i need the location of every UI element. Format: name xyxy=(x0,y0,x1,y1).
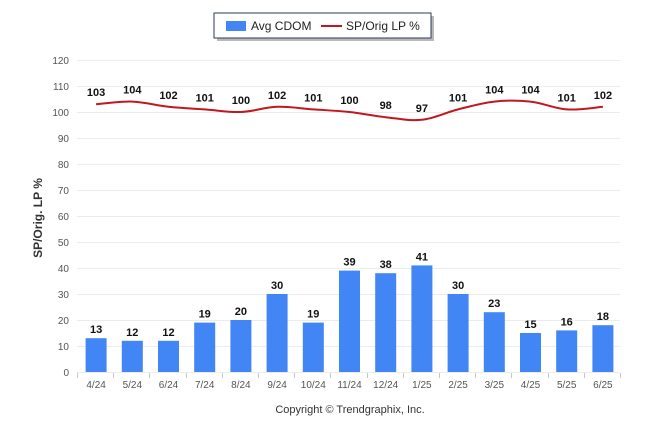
y-tick-label: 90 xyxy=(58,134,70,145)
line-data-label: 103 xyxy=(87,87,105,99)
x-tick-label: 1/25 xyxy=(412,380,432,391)
bar xyxy=(230,320,252,372)
x-tick-label: 11/24 xyxy=(337,380,362,391)
bar-data-label: 39 xyxy=(343,257,355,269)
legend-swatch-bar xyxy=(226,21,246,31)
bar xyxy=(158,340,179,372)
bar xyxy=(447,294,469,372)
bar xyxy=(339,270,360,372)
bar xyxy=(483,312,505,372)
bar-data-label: 12 xyxy=(162,327,174,339)
bar-data-label: 19 xyxy=(199,309,211,321)
x-tick-label: 2/25 xyxy=(448,380,468,391)
line-data-label: 104 xyxy=(485,85,504,97)
line-data-label: 102 xyxy=(594,90,612,102)
line-path xyxy=(96,99,603,122)
bar xyxy=(194,322,216,372)
bar-data-label: 13 xyxy=(90,324,102,336)
bar-data-label: 41 xyxy=(416,251,428,263)
line-data-label: 101 xyxy=(304,92,322,104)
y-tick-label: 110 xyxy=(53,82,69,93)
y-tick-labels: 0 10 20 30 40 50 60 70 80 90 100 110 120 xyxy=(52,56,69,379)
x-tick-label: 6/24 xyxy=(159,380,179,391)
line-data-label: 101 xyxy=(449,92,467,104)
x-tick-label: 7/24 xyxy=(195,380,215,391)
bar-data-label: 38 xyxy=(380,259,392,271)
line-data-label: 98 xyxy=(380,100,392,112)
y-tick-label: 40 xyxy=(58,264,70,275)
bar-data-label: 20 xyxy=(235,306,247,318)
line-data-label: 104 xyxy=(123,85,142,97)
x-tick-label: 8/24 xyxy=(231,380,251,391)
x-tick-label: 9/24 xyxy=(267,380,287,391)
y-tick-label: 100 xyxy=(52,108,69,119)
y-tick-label: 30 xyxy=(58,290,70,301)
bar xyxy=(520,333,541,372)
bar xyxy=(592,325,614,372)
bar xyxy=(302,322,324,372)
bar-series: 13 12 12 19 20 30 19 39 38 41 30 23 15 16 18 xyxy=(85,251,614,372)
x-tick-label: 10/24 xyxy=(301,380,326,391)
line-data-label: 101 xyxy=(196,92,214,104)
bar-data-label: 30 xyxy=(271,280,283,292)
copyright-footer: Copyright © Trendgraphix, Inc. xyxy=(275,404,424,416)
bar xyxy=(85,338,107,372)
line-data-label: 102 xyxy=(268,90,286,102)
legend: Avg CDOM SP/Orig LP % xyxy=(213,12,434,41)
line-data-label: 97 xyxy=(416,103,428,115)
y-tick-label: 20 xyxy=(58,316,70,327)
bar xyxy=(266,294,288,372)
bar-data-label: 19 xyxy=(307,309,319,321)
x-tick-labels: 4/24 5/24 6/24 7/24 8/24 9/24 10/24 11/24 12/24 1… xyxy=(77,373,621,391)
y-tick-label: 60 xyxy=(58,212,70,223)
bar xyxy=(375,273,397,372)
x-tick-label: 5/24 xyxy=(123,380,143,391)
bar xyxy=(121,340,143,372)
line-series: 103 104 102 101 100 102 101 100 98 97 101 104 104 101… xyxy=(87,85,612,122)
line-data-label: 102 xyxy=(159,90,177,102)
bar-data-label: 16 xyxy=(561,316,573,328)
y-tick-label: 120 xyxy=(52,56,69,67)
bar xyxy=(411,265,433,372)
line-data-label: 100 xyxy=(340,95,358,107)
legend-label-line: SP/Orig LP % xyxy=(346,19,420,33)
line-data-label: 104 xyxy=(521,85,540,97)
x-tick-label: 3/25 xyxy=(485,380,505,391)
bar-data-label: 18 xyxy=(597,311,609,323)
x-tick-label: 5/25 xyxy=(557,380,577,391)
bar-data-label: 23 xyxy=(488,298,500,310)
bar xyxy=(556,330,578,372)
x-tick-label: 12/24 xyxy=(373,380,398,391)
y-tick-label: 80 xyxy=(58,160,70,171)
y-tick-label: 50 xyxy=(58,238,70,249)
line-data-label: 100 xyxy=(232,95,250,107)
y-tick-label: 70 xyxy=(58,186,70,197)
y-tick-label: 10 xyxy=(58,342,70,353)
line-data-label: 101 xyxy=(558,92,576,104)
x-tick-label: 4/25 xyxy=(521,380,541,391)
legend-label-bar: Avg CDOM xyxy=(251,19,311,33)
x-tick-label: 6/25 xyxy=(593,380,613,391)
bar-data-label: 12 xyxy=(126,327,138,339)
bar-data-label: 30 xyxy=(452,280,464,292)
y-tick-label: 0 xyxy=(63,368,69,379)
y-axis-title: SP/Orig. LP % xyxy=(31,178,45,258)
bar-data-label: 15 xyxy=(524,319,536,331)
x-tick-label: 4/24 xyxy=(86,380,106,391)
